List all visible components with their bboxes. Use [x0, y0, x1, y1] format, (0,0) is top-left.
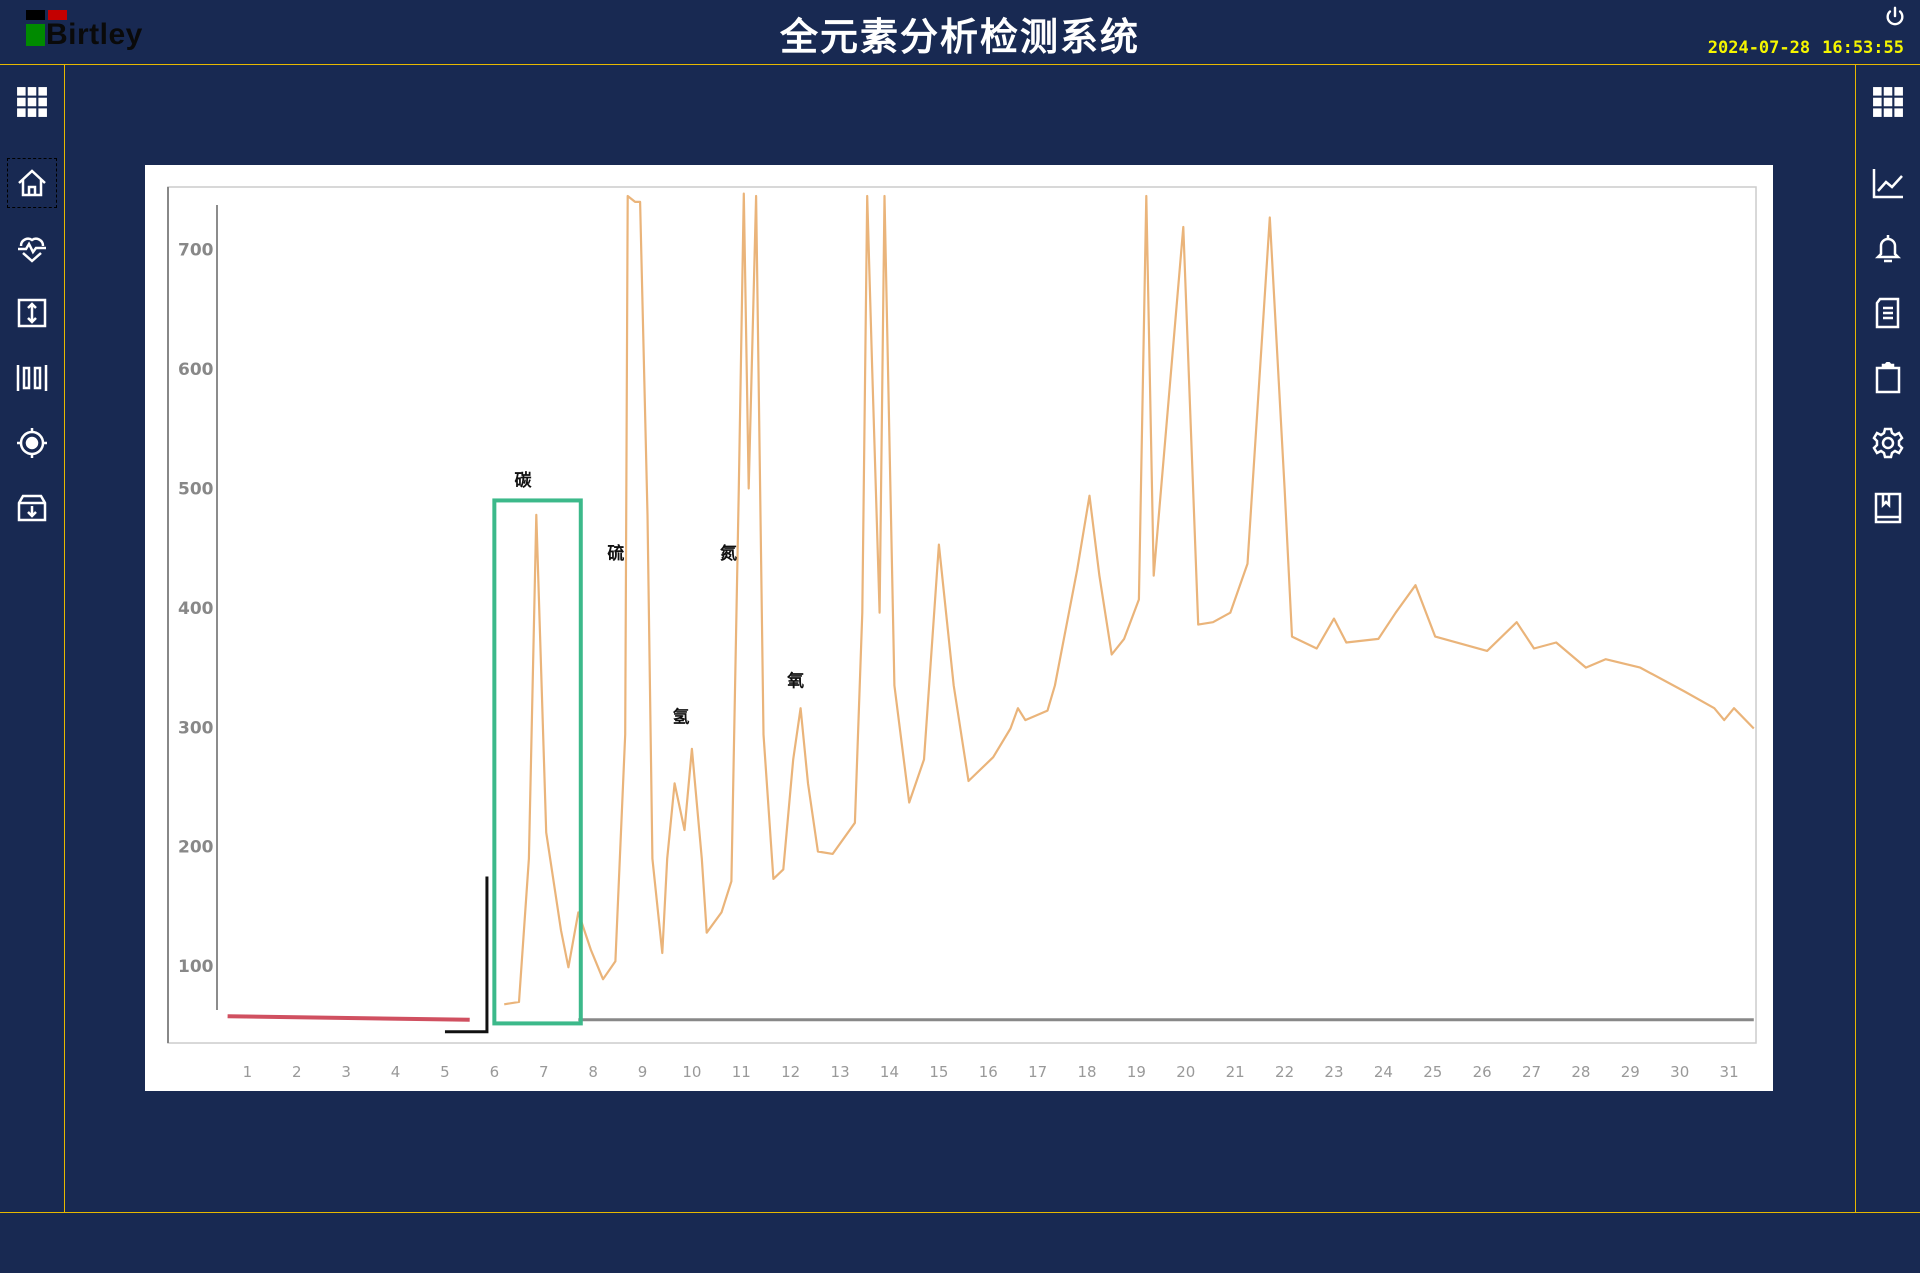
page-title: 全元素分析检测系统: [779, 15, 1140, 59]
y-tick-label: 200: [178, 838, 214, 858]
peak-label: 氮: [720, 543, 737, 564]
line-chart-icon[interactable]: [1870, 165, 1906, 201]
x-tick-label: 14: [880, 1063, 899, 1081]
x-tick-label: 5: [440, 1063, 450, 1081]
y-tick-label: 100: [178, 957, 214, 977]
x-tick-label: 22: [1275, 1063, 1294, 1081]
logo-text: Birtley: [46, 18, 143, 51]
left-sidebar: [0, 65, 65, 1212]
date-text: 2024-07-28: [1707, 38, 1811, 58]
series-line-0: [504, 192, 1755, 1006]
x-tick-label: 29: [1621, 1063, 1640, 1081]
x-tick-label: 17: [1028, 1063, 1047, 1081]
header-bar: Birtley 全元素分析检测系统 2024-07-28 16:53:55: [0, 0, 1920, 65]
x-tick-label: 19: [1127, 1063, 1146, 1081]
archive-download-icon[interactable]: [14, 490, 50, 526]
x-tick-label: 27: [1522, 1063, 1541, 1081]
x-tick-label: 28: [1571, 1063, 1590, 1081]
x-tick-label: 11: [732, 1063, 751, 1081]
x-tick-label: 31: [1720, 1063, 1739, 1081]
x-tick-label: 15: [929, 1063, 948, 1081]
peak-label: 氧: [786, 671, 804, 692]
y-tick-label: 700: [178, 241, 214, 261]
x-tick-label: 24: [1374, 1063, 1393, 1081]
gear-icon[interactable]: [1870, 425, 1906, 461]
heartbeat-icon[interactable]: [14, 230, 50, 266]
x-tick-label: 25: [1423, 1063, 1442, 1081]
bell-icon[interactable]: [1870, 230, 1906, 266]
x-tick-label: 9: [638, 1063, 648, 1081]
x-tick-label: 4: [391, 1063, 401, 1081]
birtley-logo: Birtley: [26, 10, 156, 54]
time-text: 16:53:55: [1822, 38, 1904, 58]
y-tick-label: 600: [178, 360, 214, 380]
x-tick-label: 3: [341, 1063, 351, 1081]
x-tick-label: 16: [979, 1063, 998, 1081]
document-icon[interactable]: [1870, 295, 1906, 331]
black-bracket: [444, 876, 489, 1034]
clipboard-icon[interactable]: [1870, 360, 1906, 396]
x-tick-label: 8: [588, 1063, 598, 1081]
home-icon[interactable]: [7, 158, 57, 208]
x-tick-label: 13: [831, 1063, 850, 1081]
grid-menu-icon[interactable]: [14, 84, 50, 120]
x-tick-label: 7: [539, 1063, 549, 1081]
vertical-resize-icon[interactable]: [14, 295, 50, 331]
target-icon[interactable]: [14, 425, 50, 461]
peak-label: 氢: [673, 707, 690, 728]
peak-label: 硫: [607, 543, 624, 564]
y-tick-label: 500: [178, 480, 214, 500]
book-icon[interactable]: [1870, 490, 1906, 526]
x-tick-label: 6: [490, 1063, 500, 1081]
x-tick-label: 2: [292, 1063, 302, 1081]
columns-icon[interactable]: [14, 360, 50, 396]
footer-bar: [0, 1212, 1920, 1273]
peak-label: 碳: [514, 470, 532, 491]
x-tick-label: 12: [781, 1063, 800, 1081]
right-sidebar: [1855, 65, 1920, 1212]
x-tick-label: 1: [243, 1063, 253, 1081]
grid-menu-icon[interactable]: [1870, 84, 1906, 120]
x-tick-label: 26: [1473, 1063, 1492, 1081]
datetime-display: 2024-07-28 16:53:55: [1708, 38, 1904, 58]
carbon-highlight-box: [492, 498, 583, 1026]
x-tick-label: 20: [1176, 1063, 1195, 1081]
y-tick-label: 300: [178, 718, 214, 738]
y-tick-label: 400: [178, 599, 214, 619]
power-icon[interactable]: [1884, 6, 1906, 28]
x-tick-label: 30: [1670, 1063, 1689, 1081]
x-tick-label: 10: [682, 1063, 701, 1081]
chromatogram-chart: 100 200 300 400 500 600 700 1 2 3 4 5 6 7 8 9 10 11 12 13 14…: [145, 165, 1773, 1091]
x-tick-label: 21: [1226, 1063, 1245, 1081]
x-tick-label: 23: [1324, 1063, 1343, 1081]
plot-frame: [167, 186, 1757, 1044]
x-tick-label: 18: [1077, 1063, 1096, 1081]
series-line-1: [227, 1014, 470, 1022]
